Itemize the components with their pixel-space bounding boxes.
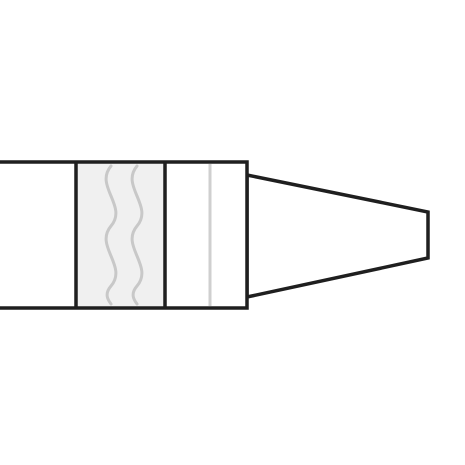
grip-wave-line (104, 164, 118, 306)
plug-body-left (0, 162, 76, 308)
plug-body-right (165, 162, 247, 308)
plug-body-outline (0, 160, 249, 310)
grip-wave-line (130, 164, 144, 306)
plug-grip (76, 162, 165, 308)
